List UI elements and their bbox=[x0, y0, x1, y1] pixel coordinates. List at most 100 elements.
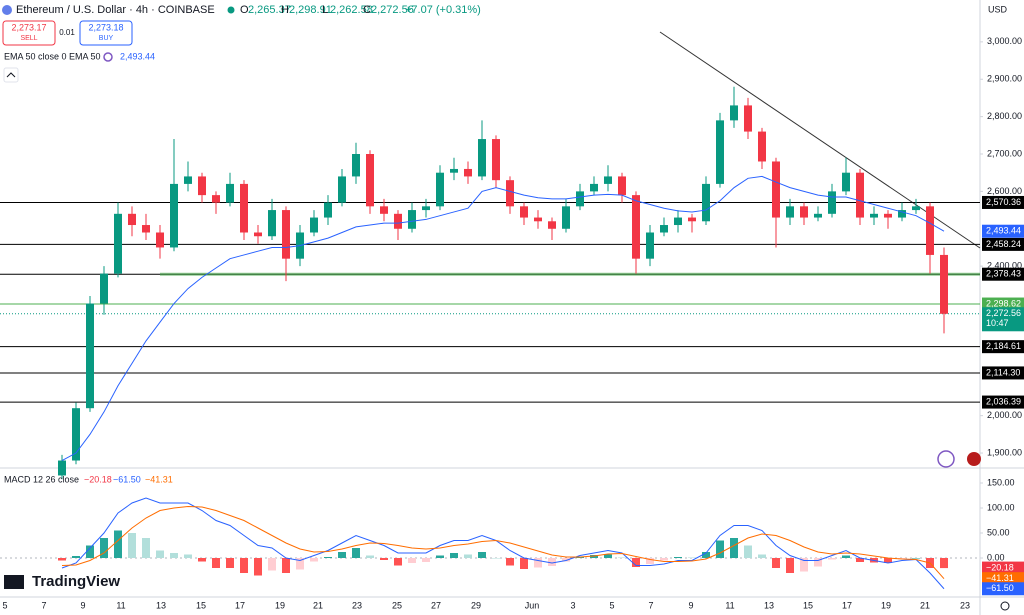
candle-body bbox=[184, 176, 192, 184]
histogram-bar bbox=[604, 554, 612, 558]
settings-button[interactable] bbox=[1000, 601, 1010, 611]
candle-body bbox=[58, 460, 66, 476]
candle-body bbox=[506, 180, 514, 207]
histogram-bar bbox=[450, 553, 458, 558]
histogram-bar bbox=[646, 558, 654, 564]
x-tick-label: 5 bbox=[2, 600, 7, 610]
ohlc-key: L bbox=[322, 4, 328, 16]
buy-price[interactable]: 2,273.18 bbox=[88, 22, 123, 32]
x-tick-label: 17 bbox=[235, 600, 245, 610]
indicator-button[interactable] bbox=[937, 450, 955, 468]
histogram-bar bbox=[114, 530, 122, 558]
candle-body bbox=[72, 408, 80, 461]
candle-body bbox=[240, 183, 248, 233]
histogram-bar bbox=[548, 558, 556, 566]
candle-body bbox=[730, 105, 738, 121]
histogram-bar bbox=[786, 558, 794, 573]
price-label-bg bbox=[982, 561, 1024, 575]
candle-body bbox=[940, 254, 948, 314]
y-tick-label: 2,900.00 bbox=[987, 74, 1022, 84]
symbol-icon bbox=[2, 5, 12, 15]
histogram-bar bbox=[268, 558, 276, 571]
sell-label[interactable]: SELL bbox=[20, 35, 37, 42]
candle-body bbox=[632, 195, 640, 259]
histogram-bar bbox=[352, 548, 360, 558]
x-tick-label: 7 bbox=[41, 600, 46, 610]
macd-hist-value: −20.18 bbox=[84, 474, 112, 484]
histogram-bar bbox=[940, 558, 948, 569]
signal-value: −41.31 bbox=[145, 474, 173, 484]
histogram-bar bbox=[380, 558, 388, 560]
sell-price[interactable]: 2,273.17 bbox=[11, 22, 46, 32]
candle-body bbox=[268, 210, 276, 237]
candle-body bbox=[352, 154, 360, 177]
histogram-bar bbox=[506, 558, 514, 566]
x-tick-label: 21 bbox=[313, 600, 323, 610]
macd-value: −61.50 bbox=[113, 474, 141, 484]
currency: USD bbox=[988, 4, 1008, 14]
ohlc: O 2,265.37H 2,298.91L 2,262.58C 2,272.56 bbox=[240, 4, 414, 16]
ohlc-value: 2,272.56 bbox=[371, 4, 414, 16]
candle-body bbox=[842, 172, 850, 192]
candle-body bbox=[674, 217, 682, 226]
histogram-bar bbox=[772, 558, 780, 568]
x-tick-label: 29 bbox=[471, 600, 481, 610]
candle-body bbox=[198, 176, 206, 196]
histogram-bar bbox=[128, 533, 136, 558]
candle-body bbox=[114, 213, 122, 274]
x-tick-label: 27 bbox=[431, 600, 441, 610]
histogram-bar bbox=[170, 553, 178, 558]
candle-body bbox=[394, 213, 402, 229]
plot: 1,900.00 2,000.00 2,400.00 2,600.00 2,700.00… bbox=[0, 36, 1024, 610]
candle-body bbox=[520, 206, 528, 218]
histogram-bar bbox=[828, 558, 836, 560]
histogram-bar bbox=[338, 552, 346, 558]
price-label: −61.50 bbox=[986, 583, 1014, 593]
price-label: 2,458.24 bbox=[986, 239, 1021, 249]
histogram-bar bbox=[520, 558, 528, 569]
candle-body bbox=[170, 183, 178, 248]
y-tick-label: 2,000.00 bbox=[987, 410, 1022, 420]
price-label-bg bbox=[982, 366, 1024, 380]
candle-body bbox=[142, 225, 150, 233]
ema-icon bbox=[103, 52, 113, 62]
histogram-bar bbox=[240, 558, 248, 573]
candle-body bbox=[450, 168, 458, 173]
candle-body bbox=[744, 105, 752, 132]
collapse-button[interactable] bbox=[3, 67, 19, 83]
candle-body bbox=[660, 225, 668, 233]
histogram-bar bbox=[674, 557, 682, 558]
x-tick-label: 11 bbox=[116, 600, 125, 610]
candle-body bbox=[310, 217, 318, 233]
buy-button[interactable] bbox=[79, 20, 133, 46]
histogram-bar bbox=[100, 538, 108, 558]
ohlc-value: 2,262.58 bbox=[330, 4, 373, 16]
x-tick-label: 17 bbox=[842, 600, 852, 610]
sell-button[interactable] bbox=[2, 20, 56, 46]
histogram-bar bbox=[310, 558, 318, 562]
change: +7.07 (+0.31%) bbox=[405, 4, 481, 16]
histogram-bar bbox=[660, 558, 668, 561]
price-label-bg bbox=[982, 307, 1024, 332]
histogram-bar bbox=[296, 558, 304, 570]
histogram-bar bbox=[478, 552, 486, 558]
candle-body bbox=[254, 232, 262, 237]
flag-button[interactable] bbox=[967, 452, 981, 466]
ohlc-key: O bbox=[240, 4, 249, 16]
histogram-bar bbox=[86, 545, 94, 558]
histogram-bar bbox=[156, 550, 164, 558]
candle-body bbox=[492, 139, 500, 181]
candle-body bbox=[128, 213, 136, 226]
ema-value: 2,493.44 bbox=[120, 51, 155, 61]
candle-body bbox=[926, 206, 934, 255]
histogram-bar bbox=[758, 554, 766, 558]
x-tick-label: 15 bbox=[803, 600, 813, 610]
buy-label[interactable]: BUY bbox=[99, 35, 114, 42]
histogram-bar bbox=[464, 554, 472, 558]
symbol: Ethereum / U.S. Dollar · 4h · COINBASE bbox=[16, 4, 215, 16]
candle-body bbox=[226, 183, 234, 203]
price-label: 2,184.61 bbox=[986, 341, 1021, 351]
candle-body bbox=[366, 154, 374, 207]
histogram-bar bbox=[618, 557, 626, 558]
